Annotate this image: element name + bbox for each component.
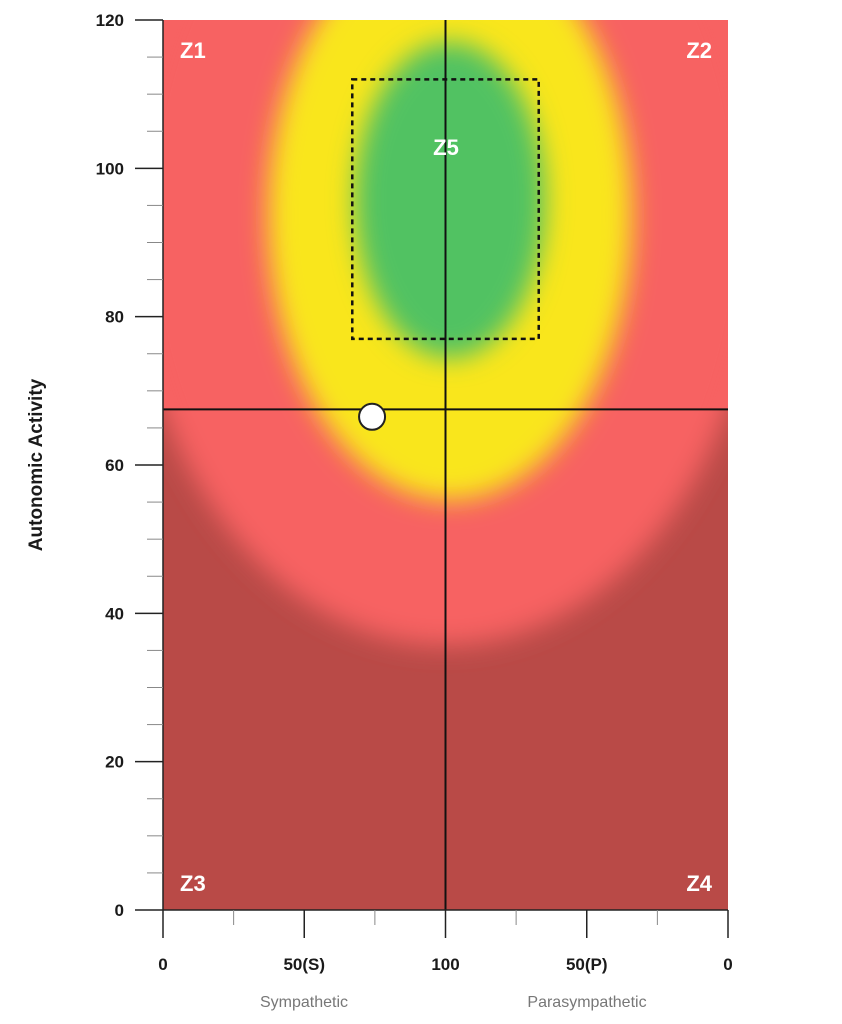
zone-green-ellipse	[355, 42, 545, 358]
zone-label-z2: Z2	[686, 38, 712, 63]
y-tick-label: 40	[105, 604, 124, 623]
x-tick-label: 0	[723, 955, 732, 974]
x-caption-sympathetic: Sympathetic	[260, 994, 348, 1011]
zone-label-z3: Z3	[180, 871, 206, 896]
measurement-point	[358, 402, 387, 431]
x-axis: 0 50(S) 100 50(P) 0	[158, 909, 733, 974]
y-tick-label: 60	[105, 456, 124, 475]
y-axis-label: Autonomic Activity	[26, 378, 47, 551]
y-tick-label: 0	[115, 901, 124, 920]
x-caption-parasympathetic: Parasympathetic	[527, 994, 646, 1011]
y-tick-label: 20	[105, 753, 124, 772]
x-tick-label: 0	[158, 955, 167, 974]
x-tick-label: 50(S)	[283, 955, 325, 974]
zone-label-z1: Z1	[180, 38, 206, 63]
zone-label-z4: Z4	[686, 871, 712, 896]
y-tick-label: 120	[96, 11, 124, 30]
y-tick-label: 100	[96, 159, 124, 178]
x-tick-label: 100	[431, 955, 459, 974]
y-tick-label: 80	[105, 308, 124, 327]
x-tick-label: 50(P)	[566, 955, 608, 974]
zone-label-z5: Z5	[433, 135, 459, 160]
y-axis: 0 20 40 60 80 100 120	[96, 11, 164, 920]
